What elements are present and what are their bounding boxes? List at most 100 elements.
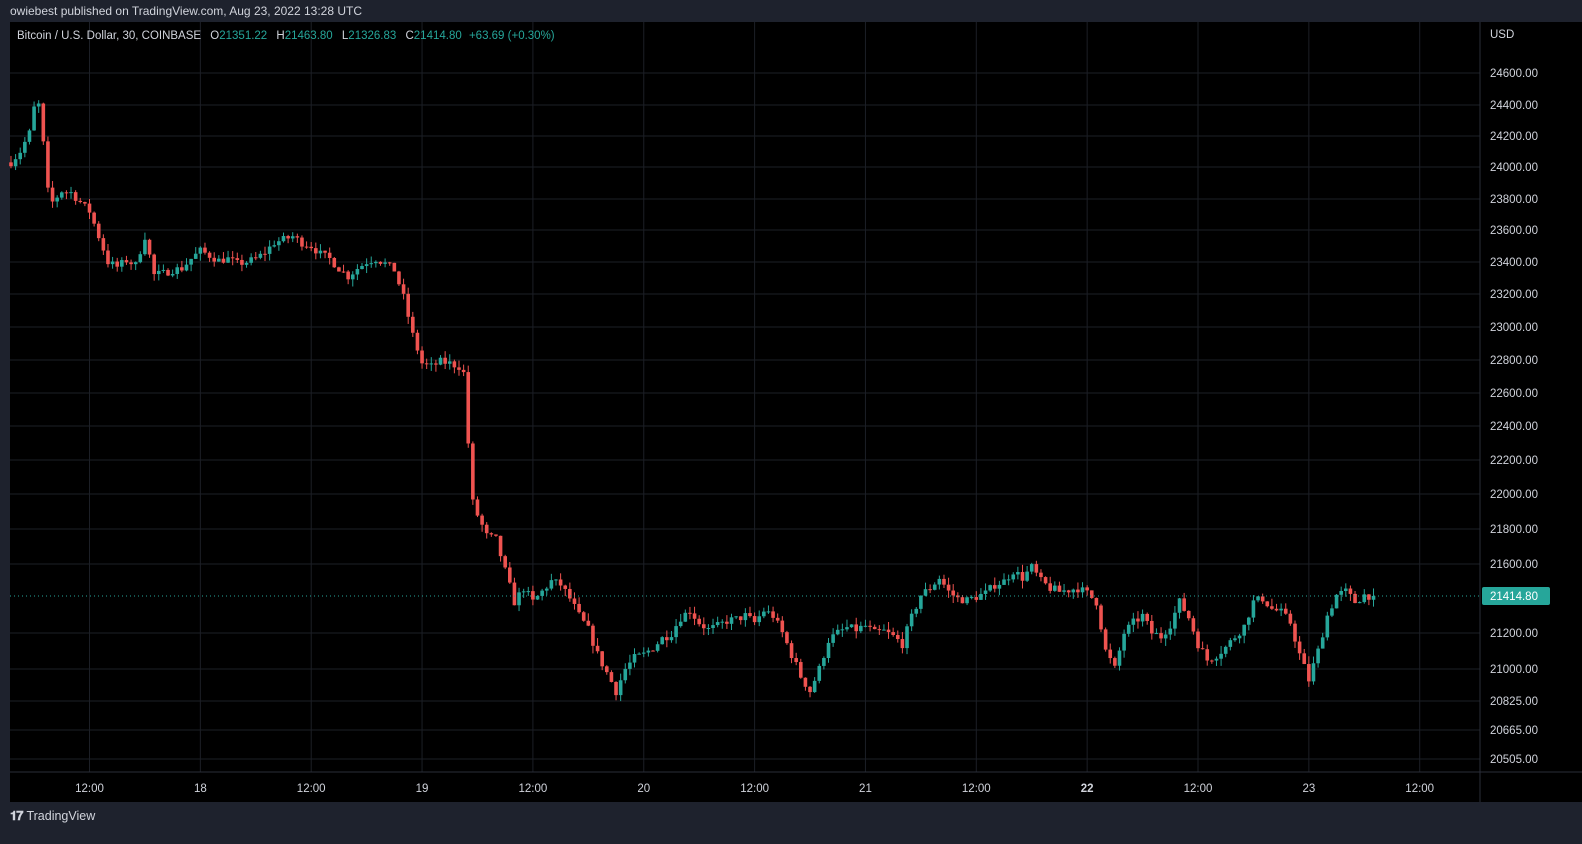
candle-body (766, 611, 771, 613)
candle-body (905, 626, 909, 649)
candle-body (272, 245, 277, 247)
candle-body (193, 253, 198, 259)
time-tick-label: 12:00 (519, 783, 548, 795)
candle-body (387, 262, 392, 264)
candle-body (1034, 564, 1039, 573)
chart-area[interactable] (10, 22, 1582, 802)
symbol-legend[interactable]: Bitcoin / U.S. Dollar, 30, COINBASE O213… (17, 30, 555, 42)
candle-body (115, 261, 120, 267)
candle-body (434, 363, 438, 365)
candle-body (706, 628, 711, 630)
candle-body (928, 589, 932, 591)
candle-body (332, 257, 337, 268)
candle-body (461, 369, 466, 373)
candle-body (1126, 624, 1131, 634)
candle-body (877, 629, 882, 631)
candle-body (143, 239, 147, 255)
candle-body (605, 666, 609, 673)
candle-body (438, 357, 443, 365)
candle-body (1011, 574, 1016, 580)
candle-body (1237, 635, 1242, 639)
candle-body (156, 270, 161, 275)
candle-body (1085, 587, 1089, 591)
candle-body (1113, 658, 1117, 666)
candle-body (854, 624, 859, 632)
candle-body (1320, 637, 1325, 649)
candle-body (1293, 623, 1297, 642)
candle-body (965, 597, 969, 604)
time-tick-label: 12:00 (1405, 783, 1434, 795)
candle-body (872, 626, 877, 630)
candle-body (1274, 608, 1279, 611)
candle-body (498, 535, 503, 557)
candle-body (1048, 583, 1052, 591)
low-value: 21326.83 (348, 30, 397, 42)
candle-body (775, 617, 780, 621)
candle-body (346, 271, 350, 280)
high-value: 21463.80 (284, 30, 333, 42)
candle-body (669, 637, 674, 641)
candle-body (1025, 571, 1029, 581)
price-tick-label: 20825.00 (1490, 696, 1538, 708)
tradingview-brand[interactable]: 𝟏𝟕 TradingView (10, 808, 95, 824)
open-value: 21351.22 (219, 30, 268, 42)
time-tick-label: 12:00 (75, 783, 104, 795)
candle-body (531, 591, 535, 600)
candle-body (1302, 653, 1307, 665)
time-tick-label: 12:00 (740, 783, 769, 795)
candle-body (452, 361, 457, 368)
candle-body (822, 658, 826, 666)
candle-body (466, 372, 471, 444)
candle-body (267, 246, 272, 254)
candle-body (863, 625, 868, 627)
candle-body (101, 238, 106, 251)
candle-body (591, 625, 595, 646)
price-tick-label: 24400.00 (1490, 100, 1538, 112)
candle-body (1196, 631, 1200, 649)
time-tick-label: 19 (416, 783, 429, 795)
candle-body (1150, 620, 1154, 634)
candle-body (1325, 615, 1330, 638)
price-tick-label: 21200.00 (1490, 628, 1538, 640)
candle-body (64, 192, 69, 194)
candle-body (697, 618, 701, 625)
price-tick-label: 23600.00 (1490, 225, 1538, 237)
candle-body (32, 106, 36, 131)
candle-body (489, 533, 494, 535)
candle-body (207, 252, 212, 258)
candle-body (230, 257, 235, 259)
candle-body (577, 603, 581, 613)
candle-body (41, 103, 46, 142)
candle-body (535, 595, 540, 600)
top-bar: owiebest published on TradingView.com, A… (0, 0, 1582, 22)
price-tick-label: 22000.00 (1490, 489, 1538, 501)
candle-body (1020, 572, 1025, 581)
candle-body (484, 524, 489, 534)
last-price-badge-label: 21414.80 (1490, 591, 1538, 603)
candle-body (1219, 653, 1223, 659)
candle-body (374, 261, 378, 264)
publisher-line: owiebest published on TradingView.com, A… (10, 4, 363, 18)
candle-body (882, 629, 886, 631)
candle-body (300, 237, 304, 247)
candle-body (249, 257, 253, 263)
candle-body (1200, 648, 1205, 650)
candle-body (618, 680, 623, 696)
candle-body (50, 187, 55, 202)
candle-body (1288, 613, 1293, 624)
candle-body (166, 269, 170, 276)
candle-body (932, 584, 937, 590)
candle-body (900, 639, 905, 649)
candle-body (849, 624, 854, 628)
candle-body (1210, 660, 1214, 662)
candle-body (253, 257, 258, 259)
time-tick-label: 22 (1081, 783, 1094, 795)
price-tick-label: 23200.00 (1490, 289, 1538, 301)
candle-body (951, 590, 956, 596)
candle-body (1353, 593, 1357, 604)
candle-body (1251, 600, 1256, 618)
candle-body (895, 634, 900, 640)
candle-body (715, 622, 720, 626)
price-tick-label: 24200.00 (1490, 131, 1538, 143)
